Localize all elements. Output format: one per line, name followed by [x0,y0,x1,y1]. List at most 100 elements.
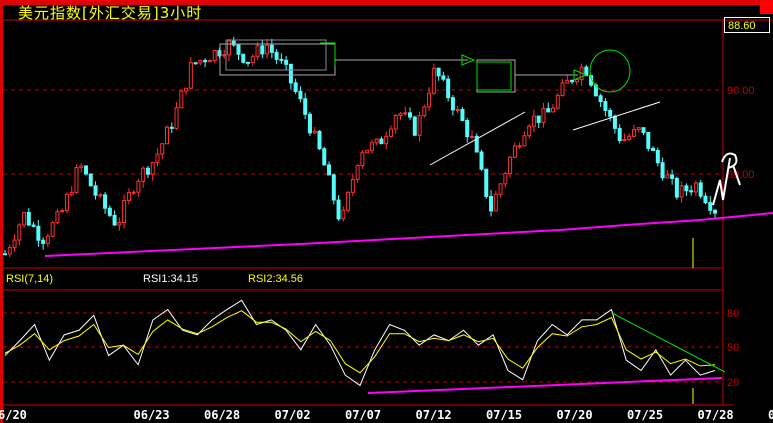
candle-down [193,62,198,65]
candle-down [217,50,222,57]
arrow-head-icon [573,69,588,81]
rsi-tick-label: 50 [727,342,739,354]
candle-down [288,63,293,84]
candle-down [670,174,675,179]
x-tick-label: 07/25 [627,408,663,422]
candle-down [474,135,479,153]
rsi-trendline [611,312,726,373]
candle-up [365,149,370,154]
left-frame [0,0,3,423]
candle-down [84,165,89,175]
candle-down [31,224,36,227]
rsi-tick-label: 80 [727,308,739,320]
box-highlight [320,42,336,66]
candle-down [465,120,470,138]
candle-up [198,59,203,64]
candle-down [703,195,708,204]
candle-down [307,113,312,134]
candle-up [131,191,136,194]
candle-down [408,112,413,118]
candle-up [126,192,131,202]
y-tick-label: 90.00 [727,85,755,97]
candle-up [627,135,632,140]
candles [3,36,717,258]
candle-down [536,115,541,123]
rsi1-value: RSI1:34.15 [143,273,199,285]
candle-down [489,196,494,212]
candle-down [26,211,31,226]
candle-up [160,143,165,155]
candle-up [117,221,122,226]
candle-down [236,44,241,55]
candle-up [136,180,141,193]
candle-down [655,149,660,164]
candle-up [179,90,184,109]
candle-up [555,95,560,109]
candle-up [527,125,532,137]
candle-up [531,115,536,127]
x-tick-label: 07/02 [275,408,311,422]
candle-up [398,113,403,117]
candle-up [17,224,22,241]
consolidation-box [476,59,516,93]
candle-down [203,59,208,63]
candle-up [431,67,436,94]
candle-up [393,115,398,130]
candle-up [50,222,55,237]
candle-down [284,59,289,65]
candle-down [279,58,284,61]
candle-up [141,167,146,182]
rsi-support-line [367,377,723,394]
y-tick-label: 89.00 [727,169,755,181]
candle-up [565,79,570,84]
x-tick-label: 07/28 [698,408,734,422]
candle-down [584,66,589,77]
candle-up [427,92,432,108]
candle-up [541,108,546,123]
candle-down [608,109,613,117]
candle-down [603,101,608,111]
candle-up [174,107,179,129]
candle-down [436,67,441,77]
candle-up [250,56,255,64]
candle-down [441,75,446,80]
candle-up [341,209,346,220]
top-frame [0,0,773,5]
rsi-lines [4,299,716,387]
candle-up [45,235,50,244]
x-tick-label: 6/20 [0,408,27,422]
candle-up [693,182,698,193]
rsi-label: RSI(7,14) [6,273,54,285]
candle-down [293,82,298,92]
x-axis-labels: 6/20 06/23 06/28 07/02 07/07 07/12 07/15 07/20 0… [0,408,773,422]
candle-down [145,167,150,175]
candle-up [207,60,212,63]
candle-down [689,190,694,193]
candle-down [298,90,303,100]
trendline [572,101,661,131]
highlight-circle [589,49,631,93]
candle-up [7,247,12,255]
candle-up [631,128,636,137]
candle-up [422,106,427,117]
candle-down [446,78,451,99]
candle-up [369,142,374,151]
candle-down [317,130,322,150]
candle-up [636,127,641,130]
candle-up [64,194,69,212]
candle-down [570,79,575,83]
candle-up [469,135,474,138]
x-tick-label: 07/15 [486,408,522,422]
candle-down [484,168,489,198]
candle-up [355,164,360,180]
candle-up [455,108,460,111]
candle-down [641,127,646,133]
candle-up [508,156,513,175]
candle-up [69,191,74,196]
candle-down [589,75,594,86]
candle-down [460,108,465,122]
candle-up [60,210,65,213]
candle-up [493,193,498,212]
corner-block [760,0,773,14]
